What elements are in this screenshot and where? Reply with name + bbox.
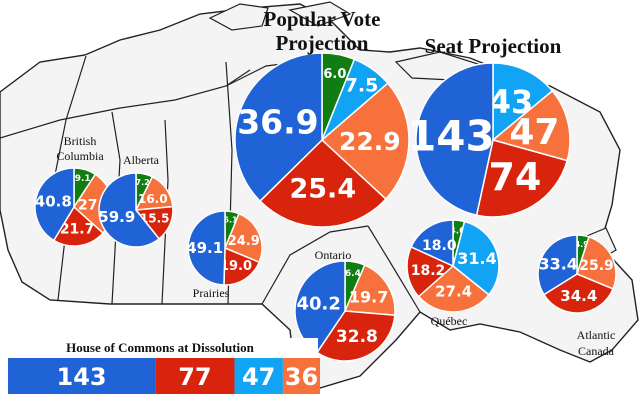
dissolution-segment-orange [282,358,320,394]
pie-bc-slice-red [52,205,105,247]
pie-seat-title-0: Seat Projection [425,34,562,58]
pie-prairies-label-orange: 24.9 [228,234,260,249]
dissolution-segment-red [155,358,235,394]
pie-atlantic-label-orange: 25.9 [579,258,614,274]
pie-prairies-label-blue: 49.1 [186,239,223,257]
pie-prairies-label-red: 19.0 [220,259,252,274]
pie-prairies: 6.1 24.9 19.0 49.1 Prairies [186,210,263,300]
pie-quebec-label-green: 4.0 [450,227,466,237]
pie-atlantic-label-red: 34.4 [560,287,597,305]
pie-atlantic-slice-red [542,273,615,314]
pie-ontario-label-blue: 40.2 [296,293,340,314]
pie-prairies-title-0: Prairies [193,286,230,300]
dissolution-label-lightblue: 47 [242,363,275,391]
pie-atlantic-title-1: Canada [578,344,615,358]
pie-prairies-label-green: 6.1 [223,216,238,225]
pie-bc-label-blue: 40.8 [35,193,72,211]
dissolution-label-red: 77 [178,363,211,391]
province-border-5 [367,225,421,313]
pie-prairies-slice-red [223,246,261,286]
pie-quebec-slice-lightblue [452,220,500,296]
dissolution-label-blue: 143 [57,363,107,391]
pie-ontario-label-red: 32.8 [336,327,378,347]
pie-popular-title-1: Projection [276,31,369,55]
pie-atlantic-label-green: 4.9 [575,240,590,249]
pie-ontario-title-0: Ontario [315,248,352,262]
pie-quebec-label-lightblue: 31.4 [457,249,496,268]
pie-atlantic-label-blue: 33.4 [538,254,577,273]
pie-popular-slice-blue [234,52,323,203]
pie-seat-label-blue: 143 [407,112,495,161]
province-border-4 [261,225,369,305]
pie-quebec-slice-blue [410,219,454,268]
pie-alberta: 7.2 16.0 15.5 59.9 Alberta [98,153,174,248]
island-1 [288,1,352,27]
pie-popular-slice-red [258,138,387,228]
pie-alberta-label-green: 7.2 [136,178,150,187]
pie-popular-label-green: 6.0 [323,67,346,82]
pie-bc-title-1: Columbia [56,149,104,163]
pie-ontario-slice-orange [343,264,396,317]
pie-bc-slice-blue [34,167,75,242]
pie-quebec-slice-red [406,245,455,298]
pie-atlantic-title-0: Atlantic [577,328,616,342]
pie-quebec-label-red: 18.2 [411,263,446,279]
dissolution-segment-blue [8,358,156,394]
pie-prairies-slice-blue [187,210,226,286]
pie-seat-label-red: 74 [488,155,541,199]
pie-popular-label-orange: 22.9 [339,127,401,156]
dissolution-segment-lightblue [234,358,283,394]
pie-atlantic: 4.9 25.9 34.4 33.4 Atlantic Canada [537,234,617,358]
pie-alberta-label-orange: 16.0 [138,192,168,206]
pie-quebec-slice-orange [417,265,490,313]
pie-popular-label-lightblue: 7.5 [345,75,379,97]
pie-popular-slice-orange [320,82,410,201]
pie-seat-slice-red [475,139,569,218]
province-border-2 [161,119,169,305]
pie-seat-slice-lightblue [492,62,554,142]
pie-popular-label-blue: 36.9 [237,102,318,141]
pie-quebec: 4.0 31.4 27.4 18.2 18.0 Québec [406,219,500,328]
dissolution-label-orange: 36 [285,363,318,391]
island-0 [208,3,269,31]
pie-ontario-slice-red [316,310,396,362]
pie-quebec-title-0: Québec [431,314,468,328]
pie-alberta-label-blue: 59.9 [98,208,135,226]
pie-bc-label-green: 9.1 [75,174,91,184]
pie-alberta-title-0: Alberta [123,153,160,167]
pie-charts: 6.07.5 22.9 25.4 36.9 Popular VoteProjection… [34,7,617,362]
pie-alberta-label-red: 15.5 [140,211,170,225]
pie-ontario: 6.4 19.7 32.8 40.2 Ontario [294,248,396,362]
province-border-1 [111,111,121,305]
dissolution-bar: House of Commons at Dissolution 143 77 47 36 [2,338,320,402]
pie-ontario-label-green: 6.4 [345,269,361,279]
pie-prairies-slice-orange [224,212,263,264]
pie-seat-slice-blue [415,62,494,217]
pie-seat-slice-orange [491,89,571,162]
pie-quebec-label-blue: 18.0 [422,238,457,254]
dissolution-title: House of Commons at Dissolution [66,340,255,355]
pie-popular-label-red: 25.4 [289,174,356,205]
pie-bc-label-red: 21.7 [60,221,95,237]
pie-atlantic-slice-orange [576,235,617,290]
pie-popular-title-0: Popular Vote [264,7,381,31]
pie-ontario-label-orange: 19.7 [349,288,388,307]
pie-bc-title-0: British [64,134,97,148]
pie-alberta-slice-blue [98,172,161,248]
pie-quebec-label-orange: 27.4 [435,283,472,301]
pie-atlantic-slice-blue [537,234,578,296]
